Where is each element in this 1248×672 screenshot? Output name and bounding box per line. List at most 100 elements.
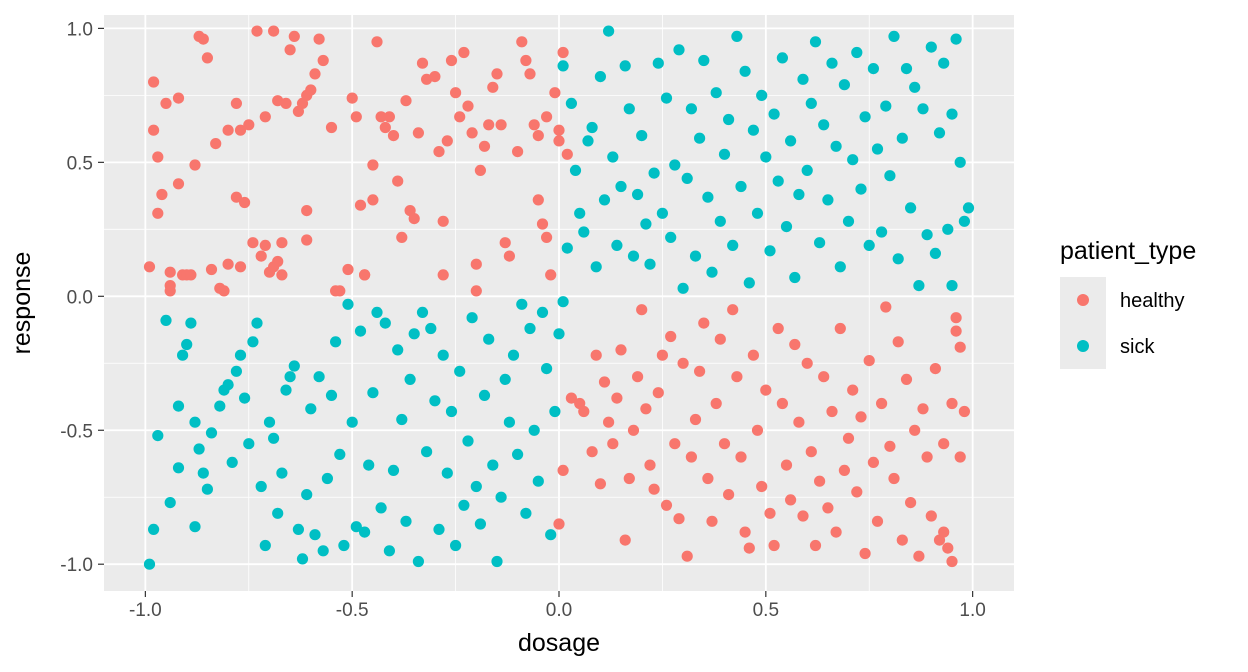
point-healthy: [185, 269, 197, 281]
point-healthy: [946, 397, 958, 410]
point-sick: [640, 218, 652, 230]
point-sick: [863, 239, 875, 251]
point-healthy: [205, 263, 218, 276]
point-healthy: [723, 489, 735, 501]
point-sick: [185, 317, 197, 329]
point-sick: [656, 207, 669, 219]
x-tick-label: 0.5: [753, 600, 779, 621]
point-sick: [197, 467, 209, 479]
x-tick-label: 1.0: [959, 600, 985, 621]
point-healthy: [619, 534, 631, 546]
point-sick: [747, 124, 760, 136]
point-sick: [359, 526, 371, 538]
point-healthy: [143, 261, 156, 273]
point-sick: [814, 237, 826, 249]
point-healthy: [478, 140, 491, 152]
point-healthy: [578, 405, 590, 418]
point-healthy: [474, 164, 486, 176]
point-healthy: [925, 510, 937, 522]
point-healthy: [301, 205, 313, 217]
data-points: [143, 25, 975, 570]
point-sick: [342, 298, 354, 310]
point-sick: [569, 164, 582, 176]
point-sick: [623, 103, 635, 115]
point-sick: [532, 475, 544, 487]
point-sick: [880, 100, 892, 112]
point-sick: [942, 223, 954, 235]
point-healthy: [470, 285, 482, 297]
point-healthy: [876, 397, 888, 410]
point-sick: [507, 349, 520, 361]
point-sick: [263, 416, 276, 428]
point-healthy: [826, 405, 838, 418]
point-sick: [905, 202, 917, 214]
point-sick: [305, 403, 317, 415]
point-healthy: [743, 542, 755, 554]
point-healthy: [847, 384, 859, 396]
legend-label-sick: sick: [1120, 336, 1155, 358]
point-healthy: [301, 234, 313, 246]
point-healthy: [152, 207, 164, 219]
point-healthy: [809, 539, 822, 552]
point-sick: [541, 363, 553, 375]
point-healthy: [615, 344, 627, 356]
point-healthy: [718, 438, 731, 450]
point-sick: [660, 92, 673, 104]
point-healthy: [396, 231, 408, 243]
point-healthy: [557, 464, 569, 476]
point-sick: [255, 480, 267, 493]
point-healthy: [863, 355, 875, 367]
point-sick: [892, 253, 904, 265]
point-sick: [450, 539, 462, 552]
point-healthy: [859, 547, 871, 560]
point-sick: [946, 108, 958, 120]
point-healthy: [462, 100, 474, 112]
point-healthy: [553, 135, 565, 147]
point-healthy: [842, 432, 855, 444]
point-sick: [714, 215, 726, 227]
point-sick: [243, 438, 255, 450]
point-sick: [859, 111, 871, 123]
point-healthy: [528, 119, 540, 131]
point-sick: [665, 231, 677, 243]
point-healthy: [909, 424, 921, 436]
x-axis-ticks: -1.0 -0.5 0.0 0.5 1.0: [129, 591, 986, 621]
point-sick: [615, 180, 627, 193]
point-sick: [272, 507, 284, 519]
point-healthy: [201, 52, 213, 64]
point-sick: [826, 57, 838, 69]
point-healthy: [172, 178, 185, 190]
point-sick: [334, 448, 346, 460]
point-sick: [830, 140, 842, 152]
point-sick: [375, 502, 387, 514]
point-sick: [809, 36, 822, 48]
point-healthy: [197, 33, 209, 45]
point-healthy: [871, 515, 884, 527]
point-healthy: [251, 25, 263, 37]
point-healthy: [747, 349, 760, 361]
point-sick: [789, 271, 801, 284]
point-sick: [433, 523, 445, 536]
point-sick: [251, 317, 263, 329]
point-healthy: [383, 111, 395, 123]
point-healthy: [830, 526, 842, 538]
point-sick: [172, 462, 185, 474]
point-sick: [950, 33, 962, 45]
point-sick: [454, 365, 466, 377]
point-sick: [929, 247, 942, 259]
point-healthy: [710, 397, 722, 410]
point-healthy: [466, 127, 478, 139]
point-healthy: [437, 269, 449, 281]
point-healthy: [954, 451, 966, 463]
point-healthy: [553, 518, 565, 530]
point-sick: [764, 245, 776, 257]
point-healthy: [483, 119, 495, 131]
point-sick: [735, 180, 747, 193]
point-healthy: [644, 459, 656, 471]
point-sick: [598, 194, 611, 206]
point-healthy: [350, 111, 362, 123]
point-healthy: [454, 111, 466, 123]
point-healthy: [586, 446, 598, 458]
point-healthy: [541, 231, 553, 243]
point-sick: [226, 456, 238, 468]
